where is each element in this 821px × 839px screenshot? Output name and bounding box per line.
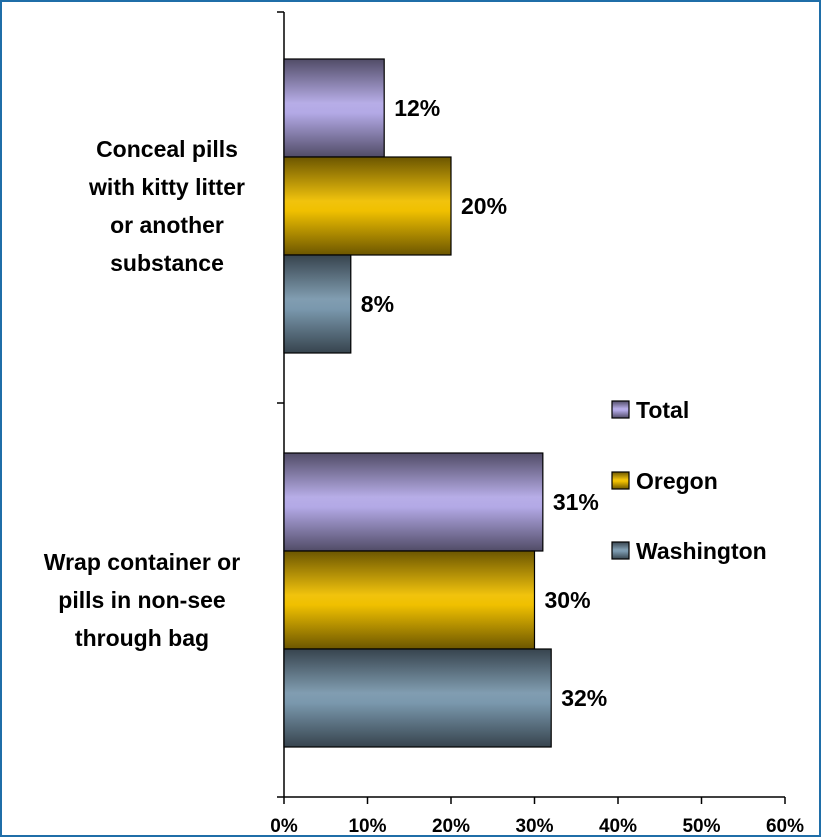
legend-swatch-oregon (611, 471, 630, 490)
bar-total-2 (283, 452, 544, 552)
bar-washington-2 (283, 648, 552, 748)
bar-oregon-2 (283, 550, 536, 650)
x-tick-label: 0% (270, 816, 298, 837)
category-labels: Conceal pills with kitty litter or another… (44, 136, 245, 651)
x-tick-labels: 0% 10% 20% 30% 40% 50% 60% (270, 816, 804, 837)
x-tick-label: 30% (515, 816, 553, 837)
x-tick-label: 20% (432, 816, 470, 837)
bar-total-1 (283, 58, 385, 158)
data-label-washington-1: 8% (361, 291, 394, 317)
data-label-total-2: 31% (553, 489, 599, 515)
x-tick-label: 10% (348, 816, 386, 837)
data-labels: 12% 20% 8% 31% 30% 32% (361, 95, 607, 711)
x-tick-label: 60% (766, 816, 804, 837)
bar-oregon-1 (283, 156, 452, 256)
data-label-oregon-1: 20% (461, 193, 507, 219)
bar-washington-1 (283, 254, 352, 354)
data-label-total-1: 12% (394, 95, 440, 121)
bars (283, 58, 552, 748)
category-label-2: Wrap container or pills in non-see through… (44, 549, 240, 651)
x-tick-label: 50% (682, 816, 720, 837)
data-label-oregon-2: 30% (545, 587, 591, 613)
legend-swatch-total (611, 400, 630, 419)
legend-swatch-washington (611, 541, 630, 560)
data-label-washington-2: 32% (561, 685, 607, 711)
legend-item-total: Total (611, 397, 689, 423)
legend-label-oregon: Oregon (636, 468, 718, 494)
category-label-1: Conceal pills with kitty litter or another… (88, 136, 245, 276)
legend-label-washington: Washington (636, 538, 767, 564)
legend-item-washington: Washington (611, 538, 767, 564)
legend: Total Oregon Washington (611, 397, 767, 564)
x-tick-label: 40% (599, 816, 637, 837)
legend-label-total: Total (636, 397, 689, 423)
legend-item-oregon: Oregon (611, 468, 718, 494)
